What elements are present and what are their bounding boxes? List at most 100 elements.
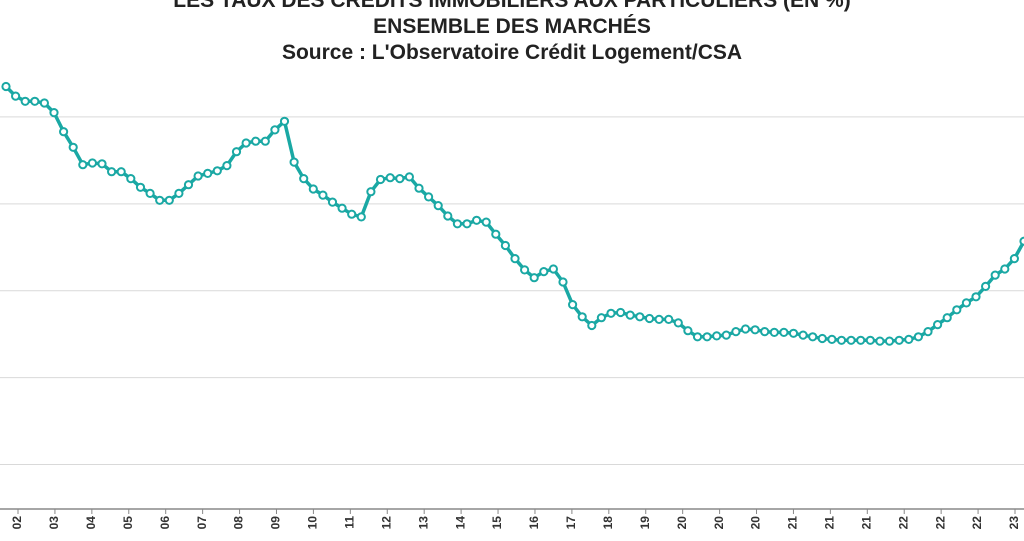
data-point — [11, 91, 21, 101]
data-point — [260, 136, 270, 146]
data-point — [500, 240, 510, 251]
data-point — [366, 187, 376, 197]
data-point — [68, 142, 78, 152]
data-point — [491, 229, 501, 239]
data-point — [712, 331, 722, 341]
data-point — [327, 197, 338, 207]
x-tick-label: 06 — [158, 516, 172, 530]
data-point — [740, 324, 751, 334]
data-point — [155, 195, 165, 205]
data-point — [1019, 236, 1024, 246]
data-point — [817, 333, 827, 344]
data-point — [270, 125, 280, 135]
x-tick-label: 15 — [490, 516, 504, 530]
x-tick-label: 17 — [564, 516, 578, 530]
x-tick-label: 19 — [638, 516, 652, 530]
data-point — [433, 201, 443, 211]
data-point — [760, 327, 770, 337]
series-line — [4, 84, 1024, 343]
data-point — [673, 318, 683, 328]
data-point — [472, 215, 482, 225]
x-tick-label: 18 — [601, 516, 615, 530]
data-point — [193, 171, 203, 181]
x-tick-label: 12 — [379, 516, 393, 530]
data-point — [462, 219, 472, 229]
data-point — [164, 195, 174, 205]
x-tick-label: 21 — [786, 516, 800, 530]
data-point — [539, 267, 549, 277]
data-point — [827, 334, 837, 344]
chart-subtitle: ENSEMBLE DES MARCHÉS — [373, 15, 651, 38]
data-point — [299, 174, 309, 184]
data-point — [625, 310, 635, 320]
data-point — [750, 325, 760, 335]
data-point — [971, 292, 981, 302]
data-point — [558, 277, 568, 287]
x-tick-label: 20 — [749, 516, 763, 530]
data-point — [308, 184, 318, 194]
data-point — [289, 157, 299, 167]
data-point — [212, 166, 222, 176]
data-point — [664, 314, 674, 324]
data-point — [126, 174, 136, 184]
x-tick-label: 10 — [306, 516, 320, 530]
x-tick-label: 05 — [121, 516, 135, 530]
x-tick-label: 22 — [970, 516, 984, 530]
data-point — [385, 173, 395, 183]
data-point — [568, 300, 578, 310]
data-point — [981, 281, 991, 291]
data-point — [395, 174, 405, 184]
data-point — [1, 81, 11, 92]
data-point — [183, 180, 194, 190]
data-point — [846, 335, 856, 345]
data-point — [1000, 264, 1010, 274]
x-tick-label: 23 — [1007, 516, 1021, 530]
data-point — [683, 326, 693, 336]
x-tick-label: 16 — [527, 516, 541, 530]
data-point — [577, 312, 587, 322]
data-point — [990, 270, 1000, 280]
data-point — [116, 167, 126, 177]
data-point — [251, 136, 261, 146]
data-point — [414, 183, 424, 193]
x-tick-label: 08 — [232, 516, 246, 530]
data-point — [769, 327, 779, 337]
data-point — [961, 298, 972, 308]
x-tick-label: 14 — [453, 516, 467, 530]
data-point — [779, 327, 789, 337]
data-point — [241, 138, 251, 148]
data-point — [424, 192, 434, 202]
data-point — [1009, 254, 1020, 264]
data-point — [942, 313, 952, 323]
data-point — [404, 172, 414, 182]
data-point — [49, 108, 59, 118]
data-point — [616, 307, 626, 318]
data-point — [337, 203, 347, 213]
data-point — [884, 336, 895, 346]
data-point — [904, 334, 914, 344]
data-point — [933, 320, 943, 330]
data-point — [59, 127, 69, 137]
x-tick-label: 20 — [675, 516, 689, 530]
x-tick-label: 09 — [269, 516, 283, 530]
x-tick-label: 20 — [712, 516, 726, 530]
data-point — [107, 167, 117, 177]
chart-title: LES TAUX DES CRÉDITS IMMOBILIERS AUX PAR… — [173, 0, 851, 12]
data-point — [548, 264, 559, 274]
data-point — [510, 254, 520, 264]
data-point — [203, 168, 213, 178]
x-tick-label: 07 — [195, 516, 209, 530]
data-point — [913, 332, 924, 342]
data-point — [721, 330, 731, 340]
data-point — [145, 188, 155, 198]
data-point — [520, 265, 530, 275]
data-point — [808, 332, 818, 342]
x-tick-label: 03 — [47, 516, 61, 530]
data-point — [596, 313, 607, 323]
data-point — [894, 335, 904, 345]
data-point — [375, 174, 386, 185]
data-point — [443, 211, 453, 221]
data-point — [481, 217, 491, 227]
data-point — [356, 212, 366, 222]
